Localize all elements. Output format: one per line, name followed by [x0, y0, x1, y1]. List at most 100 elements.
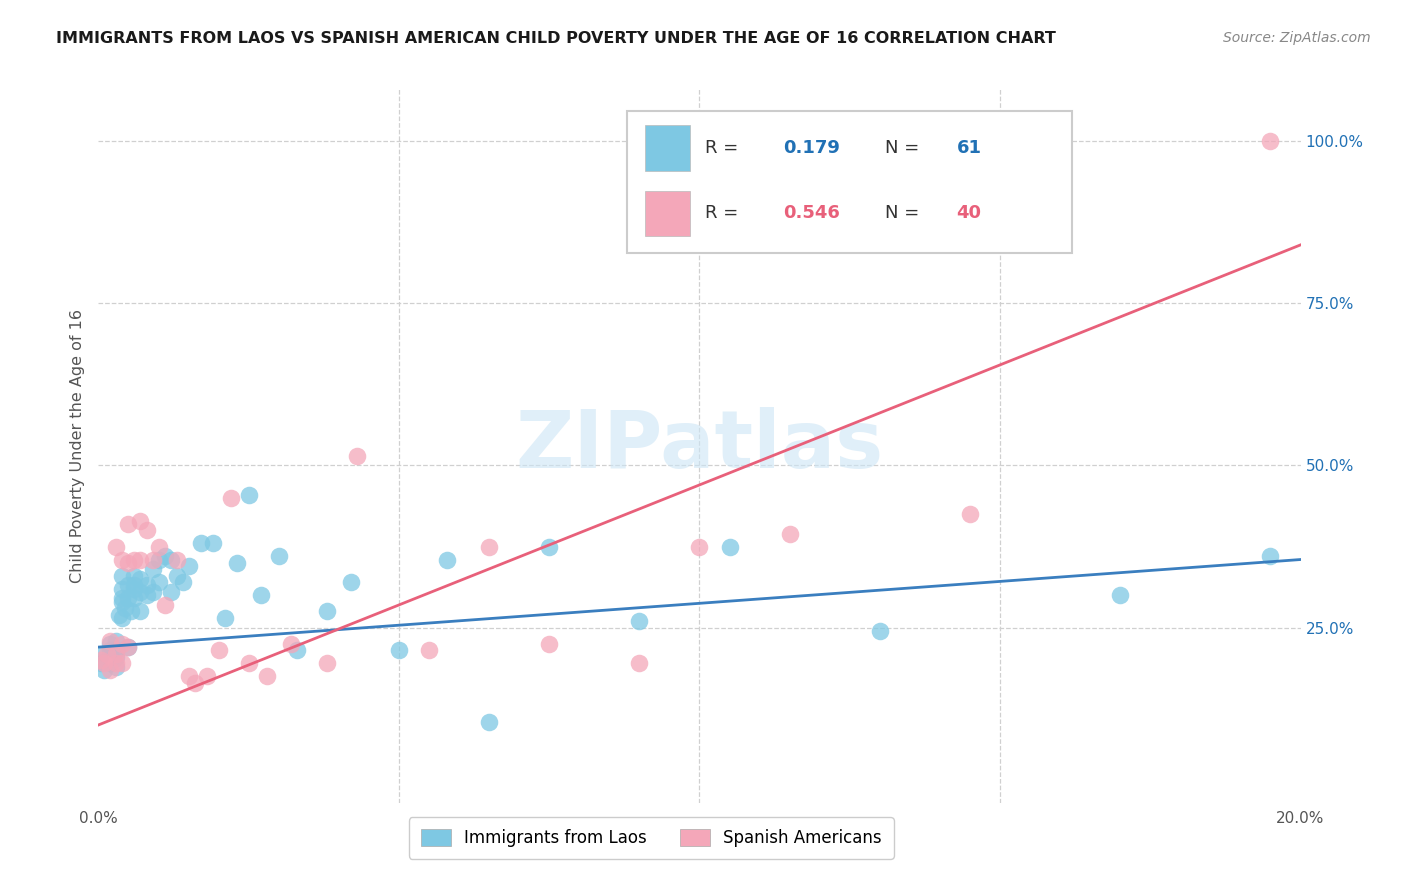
- Point: [478, 714, 501, 729]
- Point: [90, 657, 112, 671]
- Point: [90, 653, 112, 667]
- Point: [225, 556, 247, 570]
- Point: [538, 540, 561, 554]
- Point: [105, 633, 128, 648]
- Point: [100, 633, 122, 648]
- Point: [135, 524, 157, 538]
- Point: [111, 637, 134, 651]
- Point: [117, 640, 139, 654]
- Y-axis label: Child Poverty Under the Age of 16: Child Poverty Under the Age of 16: [69, 309, 84, 583]
- Point: [219, 491, 242, 505]
- Point: [166, 552, 188, 566]
- Point: [124, 568, 146, 582]
- Point: [93, 663, 115, 677]
- Point: [124, 582, 146, 596]
- Point: [153, 549, 176, 564]
- Point: [315, 604, 337, 618]
- Point: [959, 507, 981, 521]
- Point: [111, 657, 134, 671]
- Point: [177, 559, 200, 574]
- Point: [108, 607, 131, 622]
- Point: [166, 568, 188, 582]
- Point: [346, 449, 368, 463]
- Point: [129, 552, 152, 566]
- Point: [105, 649, 128, 664]
- Point: [201, 536, 224, 550]
- Point: [628, 657, 651, 671]
- Point: [96, 653, 118, 667]
- Point: [114, 601, 136, 615]
- Point: [117, 578, 139, 592]
- Point: [103, 653, 125, 667]
- Point: [159, 552, 181, 566]
- Point: [111, 591, 134, 606]
- Point: [111, 568, 134, 582]
- Point: [105, 647, 128, 661]
- Point: [190, 536, 212, 550]
- Point: [124, 578, 146, 592]
- Point: [285, 643, 308, 657]
- Point: [111, 595, 134, 609]
- Point: [418, 643, 440, 657]
- Point: [111, 582, 134, 596]
- Point: [124, 552, 146, 566]
- Point: [96, 647, 118, 661]
- Point: [718, 540, 741, 554]
- Point: [779, 526, 801, 541]
- Point: [159, 585, 181, 599]
- Point: [195, 669, 218, 683]
- Point: [1260, 134, 1282, 148]
- Point: [100, 637, 122, 651]
- Point: [105, 657, 128, 671]
- Point: [129, 585, 152, 599]
- Point: [315, 657, 337, 671]
- Text: ZIPatlas: ZIPatlas: [516, 407, 883, 485]
- Point: [135, 578, 157, 592]
- Legend: Immigrants from Laos, Spanish Americans: Immigrants from Laos, Spanish Americans: [409, 817, 894, 859]
- Point: [436, 552, 458, 566]
- Point: [141, 552, 163, 566]
- Point: [172, 575, 194, 590]
- Point: [93, 647, 115, 661]
- Point: [689, 540, 711, 554]
- Point: [117, 640, 139, 654]
- Point: [153, 598, 176, 612]
- Point: [129, 514, 152, 528]
- Point: [111, 611, 134, 625]
- Text: IMMIGRANTS FROM LAOS VS SPANISH AMERICAN CHILD POVERTY UNDER THE AGE OF 16 CORRE: IMMIGRANTS FROM LAOS VS SPANISH AMERICAN…: [56, 31, 1056, 46]
- Point: [117, 556, 139, 570]
- Point: [129, 604, 152, 618]
- Point: [93, 657, 115, 671]
- Point: [177, 669, 200, 683]
- Point: [1260, 549, 1282, 564]
- Point: [249, 588, 271, 602]
- Point: [280, 637, 302, 651]
- Point: [100, 643, 122, 657]
- Point: [135, 588, 157, 602]
- Point: [238, 488, 260, 502]
- Point: [105, 659, 128, 673]
- Point: [538, 637, 561, 651]
- Point: [869, 624, 891, 638]
- Point: [478, 540, 501, 554]
- Point: [208, 643, 231, 657]
- Point: [183, 675, 205, 690]
- Point: [117, 516, 139, 531]
- Point: [100, 657, 122, 671]
- Point: [105, 643, 128, 657]
- Point: [117, 591, 139, 606]
- Point: [141, 585, 163, 599]
- Point: [111, 552, 134, 566]
- Point: [105, 540, 128, 554]
- Point: [388, 643, 411, 657]
- Point: [141, 562, 163, 576]
- Point: [238, 657, 260, 671]
- Point: [148, 540, 170, 554]
- Point: [121, 604, 143, 618]
- Point: [1109, 588, 1132, 602]
- Point: [100, 663, 122, 677]
- Point: [256, 669, 278, 683]
- Text: Source: ZipAtlas.com: Source: ZipAtlas.com: [1223, 31, 1371, 45]
- Point: [124, 591, 146, 606]
- Point: [340, 575, 363, 590]
